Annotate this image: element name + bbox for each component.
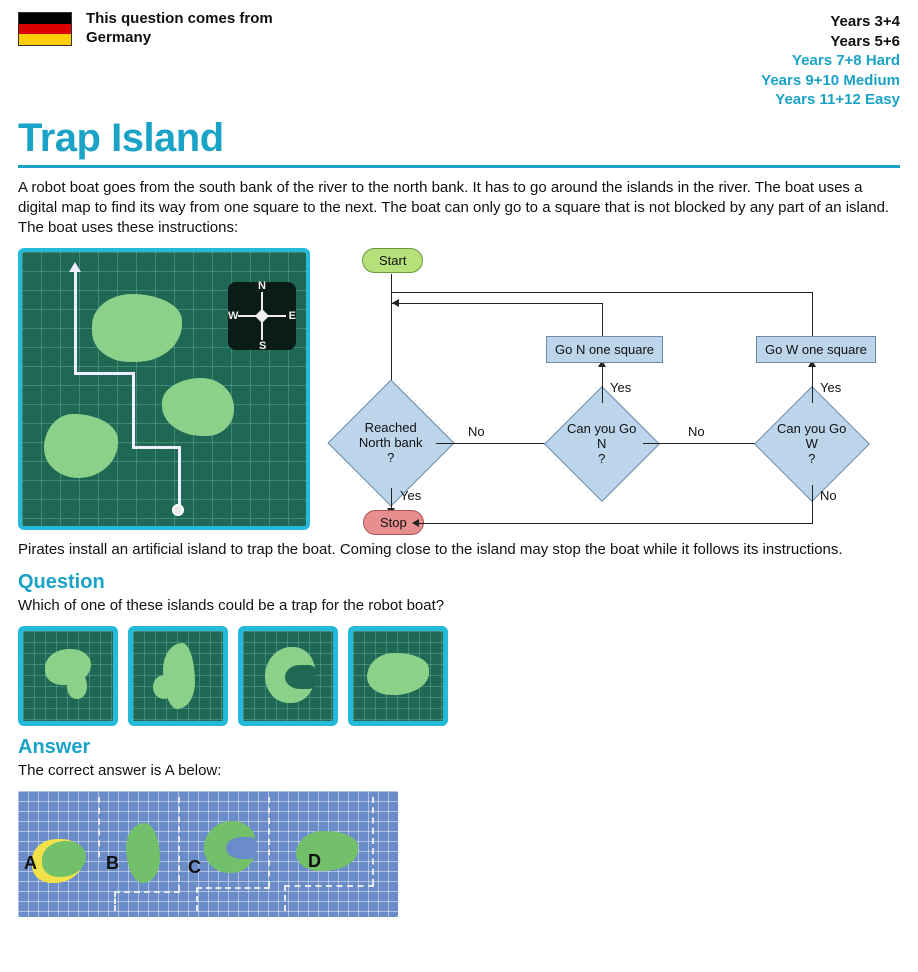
flow-line — [418, 523, 813, 524]
flow-line — [602, 366, 603, 403]
years-line-hl: Years 11+12 Easy — [761, 90, 900, 110]
flow-decision-go-n: Can you Go N ? — [544, 386, 660, 502]
island-blob — [153, 675, 175, 699]
answer-label-a: A — [24, 853, 37, 874]
answer-path — [178, 797, 180, 891]
years-line: Years 3+4 — [761, 12, 900, 32]
germany-flag-icon — [18, 12, 72, 46]
flow-line — [391, 292, 813, 293]
years-line-hl: Years 9+10 Medium — [761, 71, 900, 91]
flow-start: Start — [362, 248, 423, 273]
origin-block: This question comes from Germany — [18, 12, 273, 48]
answer-path — [196, 887, 198, 911]
path-segment — [132, 372, 135, 449]
answer-path — [268, 797, 270, 887]
compass-n: N — [258, 280, 266, 292]
title-rule — [18, 165, 900, 168]
river-map: N S W E — [18, 248, 310, 530]
option-c[interactable] — [238, 626, 338, 726]
flow-line — [812, 485, 813, 523]
flow-label-yes: Yes — [400, 488, 421, 503]
answer-path — [284, 885, 286, 911]
flowchart: Start Reached North bank ? Yes Stop No C… — [328, 248, 900, 530]
answer-label-d: D — [308, 851, 321, 872]
flow-label-yes: Yes — [820, 380, 841, 395]
answer-options — [18, 626, 900, 726]
compass-icon: N S W E — [228, 282, 296, 350]
question-text: Which of one of these islands could be a… — [18, 596, 900, 616]
path-segment — [74, 372, 135, 375]
year-levels: Years 3+4 Years 5+6 Years 7+8 Hard Years… — [761, 12, 900, 110]
flow-process-go-w: Go W one square — [756, 336, 876, 363]
answer-diagram: A B C D — [18, 791, 398, 917]
answer-path — [114, 891, 116, 911]
figure-row: N S W E Start Reached North bank ? Yes S… — [18, 248, 900, 530]
path-arrow-icon — [69, 262, 81, 272]
answer-path — [372, 797, 374, 885]
years-line-hl: Years 7+8 Hard — [761, 51, 900, 71]
answer-heading: Answer — [18, 736, 900, 759]
compass-s: S — [259, 340, 266, 352]
compass-w: W — [228, 310, 238, 322]
header: This question comes from Germany Years 3… — [18, 12, 900, 110]
flow-line — [812, 366, 813, 403]
flow-label-no: No — [688, 424, 705, 439]
answer-island — [126, 823, 160, 883]
flow-line — [391, 303, 603, 304]
pirates-paragraph: Pirates install an artificial island to … — [18, 540, 900, 560]
answer-path — [284, 885, 374, 887]
flow-line — [643, 443, 763, 444]
flow-line — [436, 443, 553, 444]
origin-text: This question comes from Germany — [86, 10, 273, 48]
answer-path — [196, 887, 270, 889]
path-segment — [178, 446, 181, 506]
path-segment — [74, 270, 77, 375]
answer-path — [98, 797, 100, 857]
page-title: Trap Island — [18, 116, 900, 161]
origin-line2: Germany — [86, 29, 273, 48]
flow-label-yes: Yes — [610, 380, 631, 395]
answer-intro: The correct answer is A below: — [18, 761, 900, 781]
flow-line — [391, 488, 392, 510]
island-notch — [285, 665, 315, 689]
option-a[interactable] — [18, 626, 118, 726]
origin-line1: This question comes from — [86, 10, 273, 29]
compass-e: E — [289, 310, 296, 322]
flow-label-no: No — [820, 488, 837, 503]
years-line: Years 5+6 — [761, 32, 900, 52]
island-blob — [67, 671, 87, 699]
question-heading: Question — [18, 571, 900, 594]
answer-label-b: B — [106, 853, 119, 874]
option-d[interactable] — [348, 626, 448, 726]
path-segment — [132, 446, 181, 449]
flow-line — [602, 303, 603, 336]
answer-label-c: C — [188, 857, 201, 878]
option-b[interactable] — [128, 626, 228, 726]
answer-path — [114, 891, 180, 893]
flow-label-no: No — [468, 424, 485, 439]
flow-line — [812, 292, 813, 336]
flow-arrow-icon — [412, 519, 419, 527]
intro-paragraph: A robot boat goes from the south bank of… — [18, 178, 900, 239]
flow-process-go-n: Go N one square — [546, 336, 663, 363]
